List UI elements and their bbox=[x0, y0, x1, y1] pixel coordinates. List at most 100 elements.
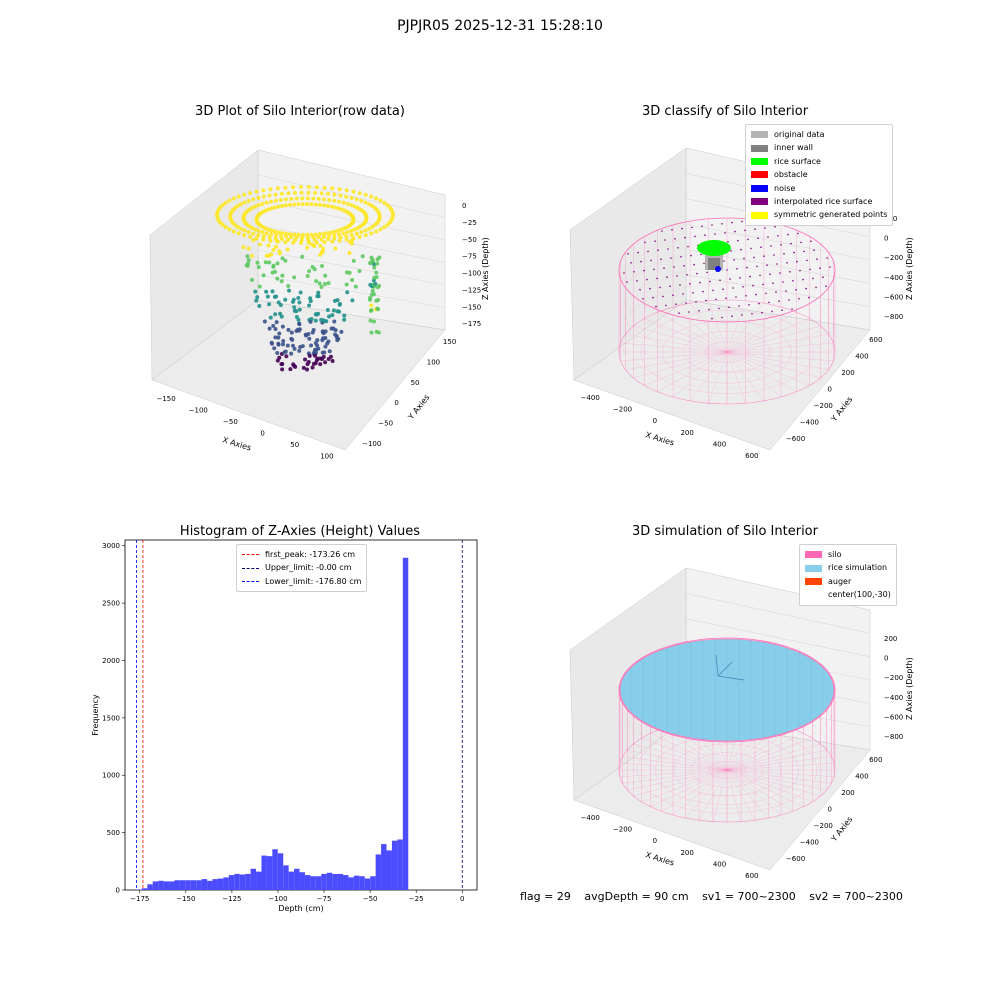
scatter-point bbox=[372, 319, 377, 324]
scatter-point bbox=[369, 308, 374, 313]
scatter-point bbox=[317, 281, 322, 286]
interpolated-point bbox=[769, 273, 771, 276]
scatter-point bbox=[342, 317, 347, 322]
scatter-point bbox=[337, 302, 342, 307]
interpolated-point bbox=[802, 278, 804, 281]
scatter-point bbox=[344, 237, 349, 242]
scatter-point bbox=[251, 231, 256, 236]
silo-floor-spoke bbox=[726, 312, 797, 353]
scatter-point bbox=[246, 246, 251, 251]
p4-xtick: 400 bbox=[713, 861, 726, 869]
p1-xtick: 100 bbox=[320, 452, 333, 460]
interpolated-point bbox=[759, 274, 761, 277]
interpolated-point bbox=[731, 315, 733, 318]
scatter-point bbox=[260, 230, 265, 235]
interpolated-point bbox=[670, 257, 672, 259]
scatter-point bbox=[261, 188, 266, 193]
silo-wall-ring bbox=[618, 283, 836, 388]
scatter-point bbox=[364, 214, 369, 219]
interpolated-point bbox=[673, 266, 675, 268]
legend-item: Lower_limit: -176.80 cm bbox=[242, 575, 361, 588]
scatter-point bbox=[291, 240, 296, 245]
legend-item: symmetric generated points bbox=[751, 208, 887, 221]
scatter-point bbox=[264, 200, 269, 205]
scatter-point bbox=[322, 234, 327, 239]
scatter-point bbox=[363, 233, 368, 238]
scatter-point bbox=[385, 222, 390, 227]
scatter-point bbox=[369, 303, 374, 308]
scatter-point bbox=[248, 234, 253, 239]
interpolated-point bbox=[747, 238, 749, 241]
interpolated-point bbox=[669, 285, 671, 288]
scatter-point bbox=[382, 200, 387, 205]
histogram-bar bbox=[217, 878, 224, 890]
interpolated-point bbox=[646, 278, 648, 281]
scatter-point bbox=[273, 198, 278, 203]
legend-item: silo bbox=[805, 548, 891, 561]
interpolated-point bbox=[812, 277, 814, 280]
scatter-point bbox=[333, 246, 338, 251]
plot4-axes: −400−2000200400600−600−400−2000200400600… bbox=[569, 567, 914, 880]
scatter-point bbox=[314, 240, 319, 245]
legend-label: Lower_limit: -176.80 cm bbox=[265, 576, 362, 586]
scatter-point bbox=[354, 197, 359, 202]
scatter-point bbox=[250, 277, 255, 282]
scatter-point bbox=[318, 362, 323, 367]
interpolated-point bbox=[826, 257, 828, 259]
histogram-bar bbox=[179, 880, 186, 890]
interpolated-point bbox=[786, 262, 788, 264]
scatter-point bbox=[314, 279, 319, 284]
scatter-point bbox=[332, 198, 337, 203]
scatter-point bbox=[242, 192, 247, 197]
scatter-point bbox=[256, 233, 261, 238]
scatter-point bbox=[325, 203, 330, 208]
interpolated-point bbox=[799, 269, 801, 272]
interpolated-point bbox=[796, 260, 798, 263]
legend-item: original data bbox=[751, 128, 887, 141]
interpolated-point bbox=[766, 264, 768, 267]
interpolated-point bbox=[655, 305, 657, 308]
silo-floor-spoke bbox=[726, 351, 746, 404]
scatter-point bbox=[317, 202, 322, 207]
scatter-point bbox=[305, 273, 310, 278]
scatter-point bbox=[292, 275, 297, 280]
p4-ytick: 200 bbox=[841, 789, 854, 797]
p2-ztick: −200 bbox=[884, 254, 903, 262]
interpolated-point bbox=[715, 298, 717, 301]
p1-ytick: 0 bbox=[394, 399, 398, 407]
auger-marker bbox=[717, 675, 745, 681]
scatter-point bbox=[277, 249, 282, 254]
x-tick-label: −75 bbox=[317, 895, 332, 903]
interpolated-point bbox=[806, 259, 808, 262]
interpolated-point bbox=[791, 308, 793, 310]
scatter-point bbox=[241, 245, 246, 250]
interpolated-point bbox=[642, 298, 644, 300]
scatter-point bbox=[331, 308, 336, 313]
interpolated-point bbox=[797, 232, 799, 235]
scatter-point bbox=[292, 305, 297, 310]
legend-label: Upper_limit: -0.00 cm bbox=[265, 563, 352, 573]
interpolated-point bbox=[778, 300, 780, 303]
legend-swatch bbox=[751, 211, 768, 219]
p4-ytick: 0 bbox=[828, 806, 832, 814]
scatter-point bbox=[274, 320, 279, 325]
legend-swatch bbox=[751, 184, 768, 192]
silo-floor-spoke bbox=[657, 312, 728, 353]
plot3-ticks: −175 −150 −125 −100 −75 −50 −25 0 0 500 1000 1500 20… bbox=[102, 542, 464, 903]
figure-suptitle: PJPJR05 2025-12-31 15:28:10 bbox=[397, 18, 603, 34]
silo-floor-ring bbox=[662, 320, 792, 384]
scatter-point bbox=[261, 273, 266, 278]
scatter-point bbox=[344, 282, 349, 287]
scatter-point bbox=[227, 227, 232, 232]
scatter-point bbox=[223, 200, 228, 205]
x-tick-label: −175 bbox=[130, 895, 149, 903]
interpolated-point bbox=[660, 258, 662, 261]
scatter-point bbox=[345, 201, 350, 206]
silo-floor-spoke bbox=[633, 351, 728, 379]
scatter-point bbox=[272, 205, 277, 210]
scatter-point bbox=[332, 319, 337, 324]
scatter-point bbox=[282, 350, 287, 355]
plot1-pane-floor bbox=[151, 299, 446, 451]
scatter-point bbox=[265, 294, 270, 299]
interpolated-point bbox=[718, 307, 720, 310]
